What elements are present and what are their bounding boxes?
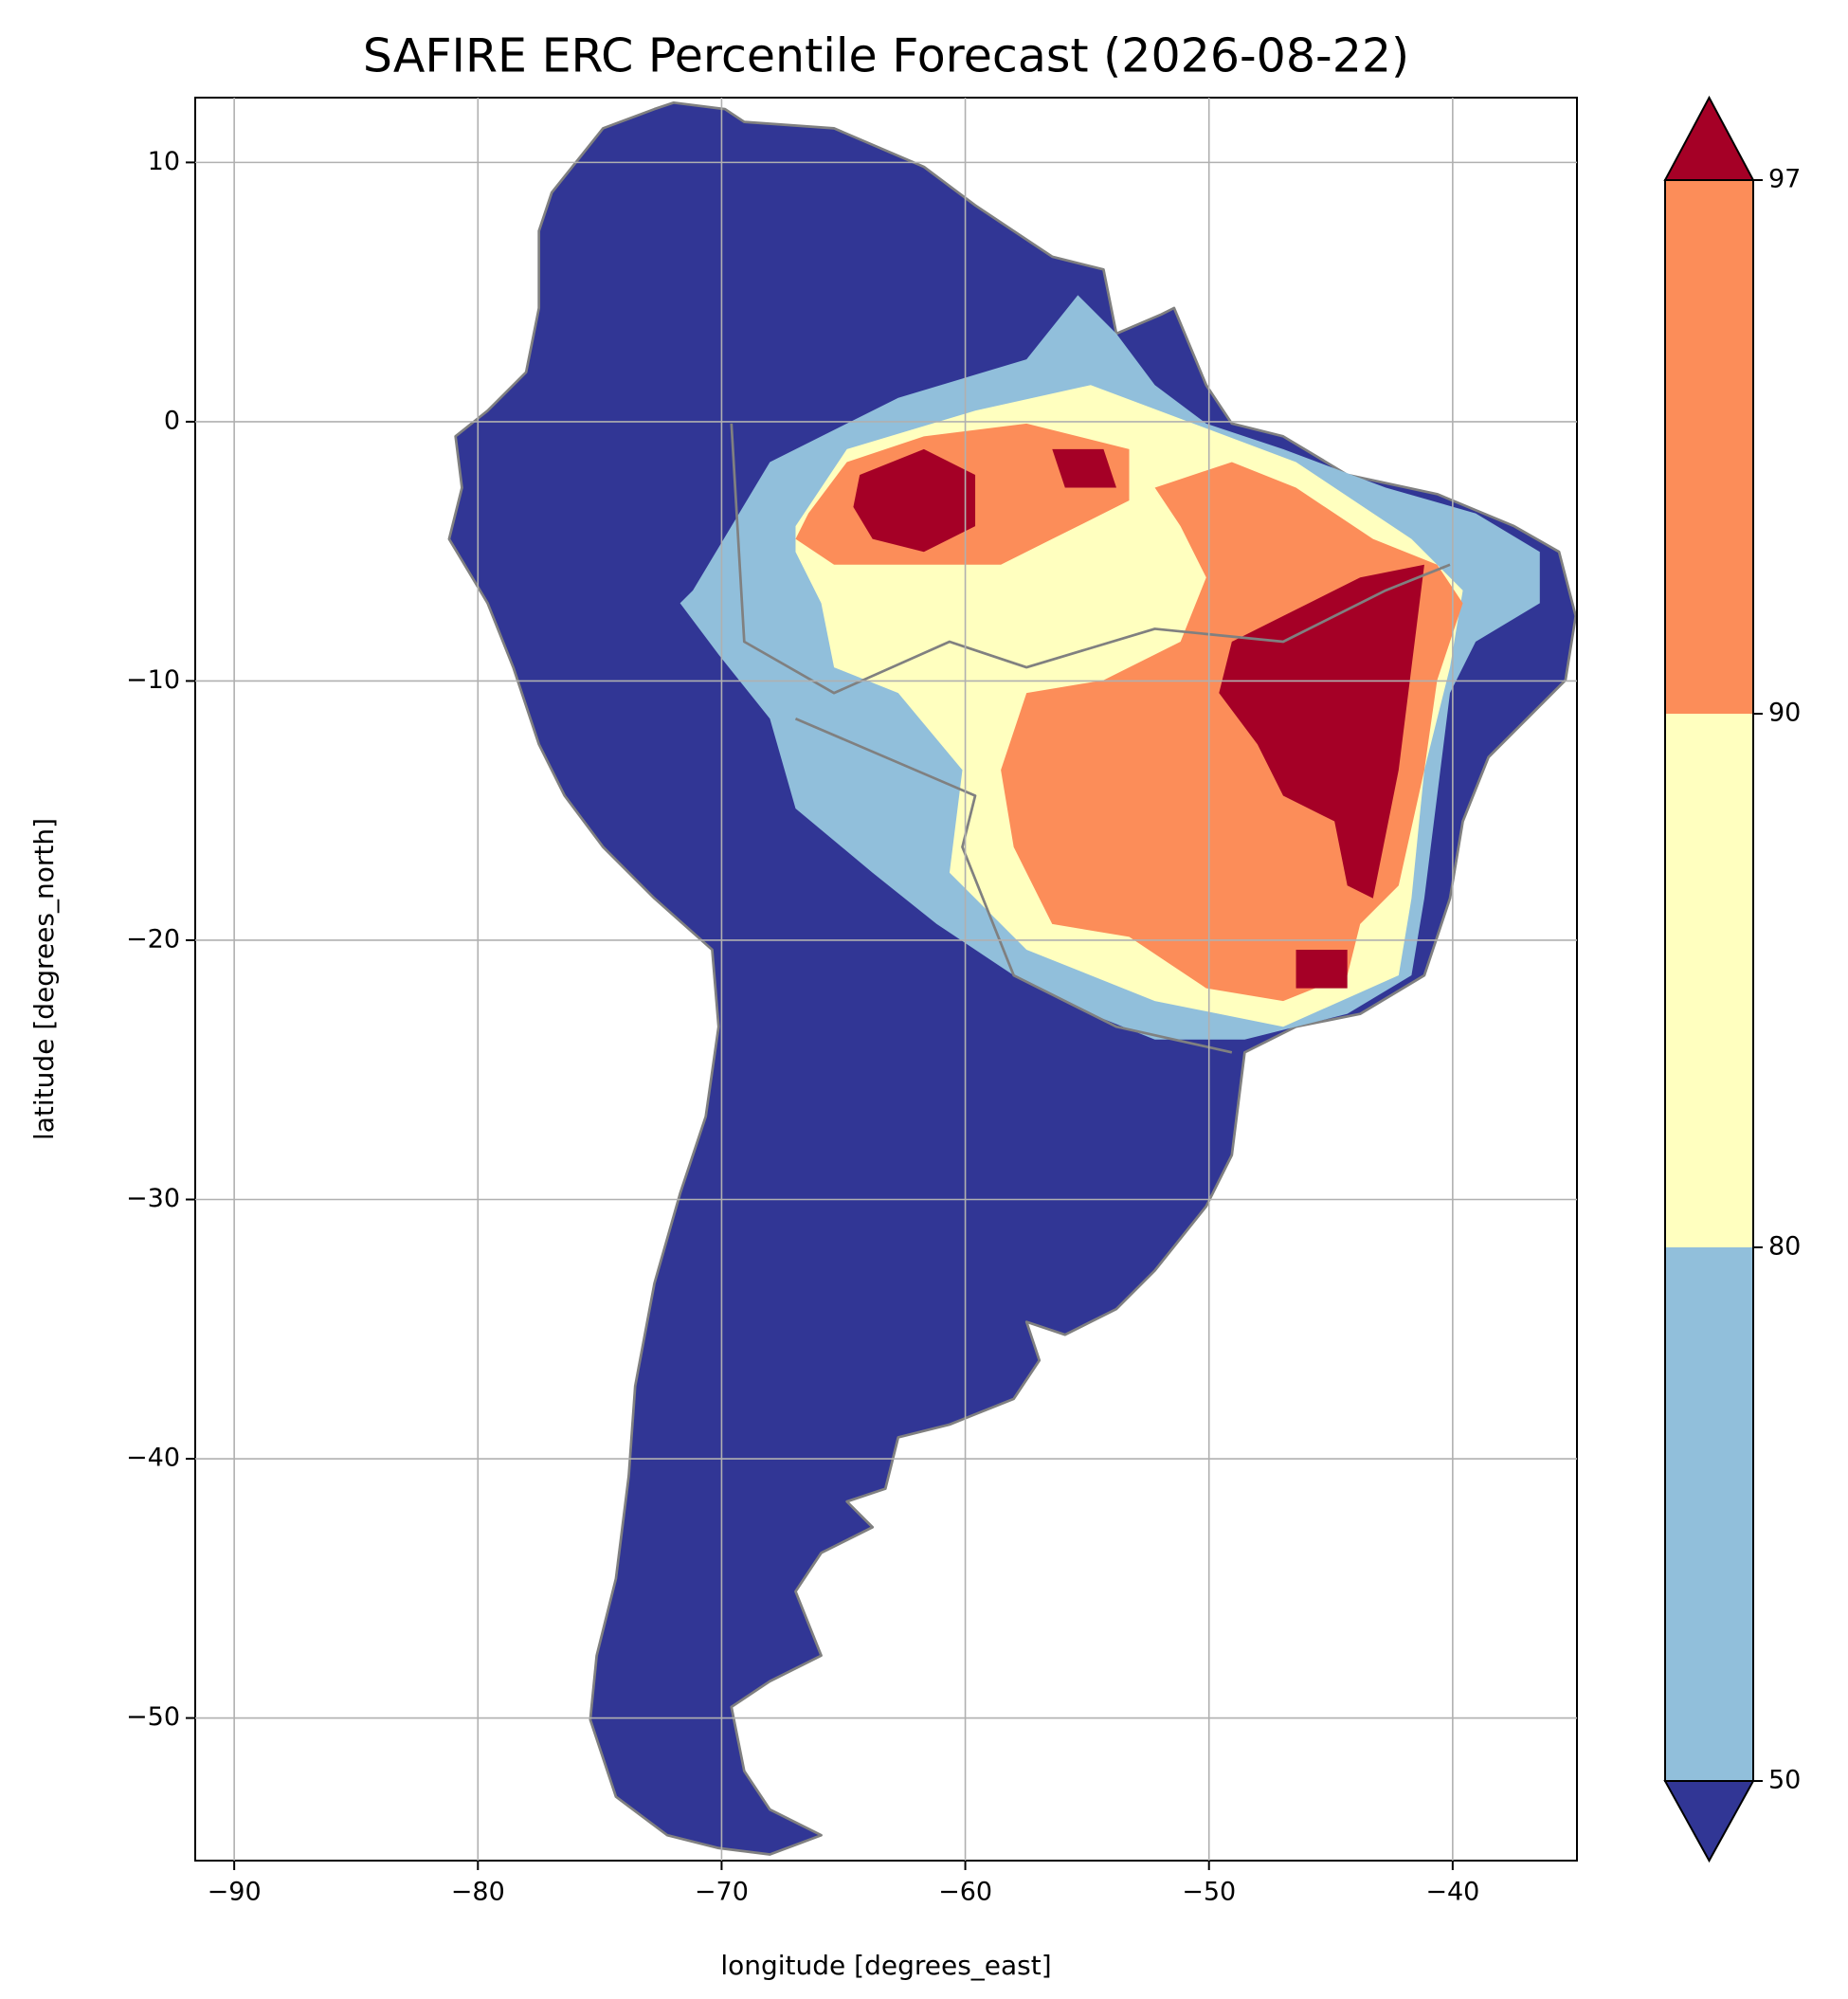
y-tick-label: −10 [126, 665, 180, 695]
border [794, 717, 1233, 1054]
colorbar-segment [1665, 714, 1753, 1247]
x-tick-label: −70 [695, 1878, 749, 1907]
colorbar-under [1663, 1780, 1755, 1863]
x-tick-label: −60 [938, 1878, 992, 1907]
region-extreme [1219, 564, 1424, 899]
y-tick-label: −40 [126, 1444, 180, 1473]
plot-frame [194, 97, 1578, 1862]
colorbar-tick-label: 50 [1768, 1766, 1801, 1795]
x-tick-label: −80 [451, 1878, 505, 1907]
colorbar-tick-label: 90 [1768, 699, 1801, 728]
chart-title: SAFIRE ERC Percentile Forecast (2026-08-… [363, 29, 1409, 83]
colorbar-tick-label: 97 [1768, 165, 1801, 194]
colorbar-frame [1664, 179, 1754, 1782]
y-tick-label: −30 [126, 1184, 180, 1213]
x-tick-label: −50 [1182, 1878, 1236, 1907]
y-tick-label: −20 [126, 924, 180, 954]
y-axis-label: latitude [degrees_north] [28, 818, 60, 1140]
y-tick-label: 0 [164, 406, 180, 435]
y-tick-label: −50 [126, 1702, 180, 1732]
region-extreme [1295, 949, 1348, 989]
colorbar-segment [1665, 1247, 1753, 1781]
region-extreme [853, 448, 976, 553]
region-extreme [1052, 448, 1116, 488]
x-tick-label: −90 [208, 1878, 262, 1907]
x-tick-label: −40 [1425, 1878, 1479, 1907]
border [730, 423, 1451, 695]
y-tick-label: 10 [148, 147, 180, 176]
x-axis-label: longitude [degrees_east] [720, 1950, 1051, 1981]
colorbar-tick-label: 80 [1768, 1232, 1801, 1262]
colorbar-segment [1665, 180, 1753, 714]
map [447, 100, 1578, 1856]
colorbar-over [1663, 95, 1755, 181]
